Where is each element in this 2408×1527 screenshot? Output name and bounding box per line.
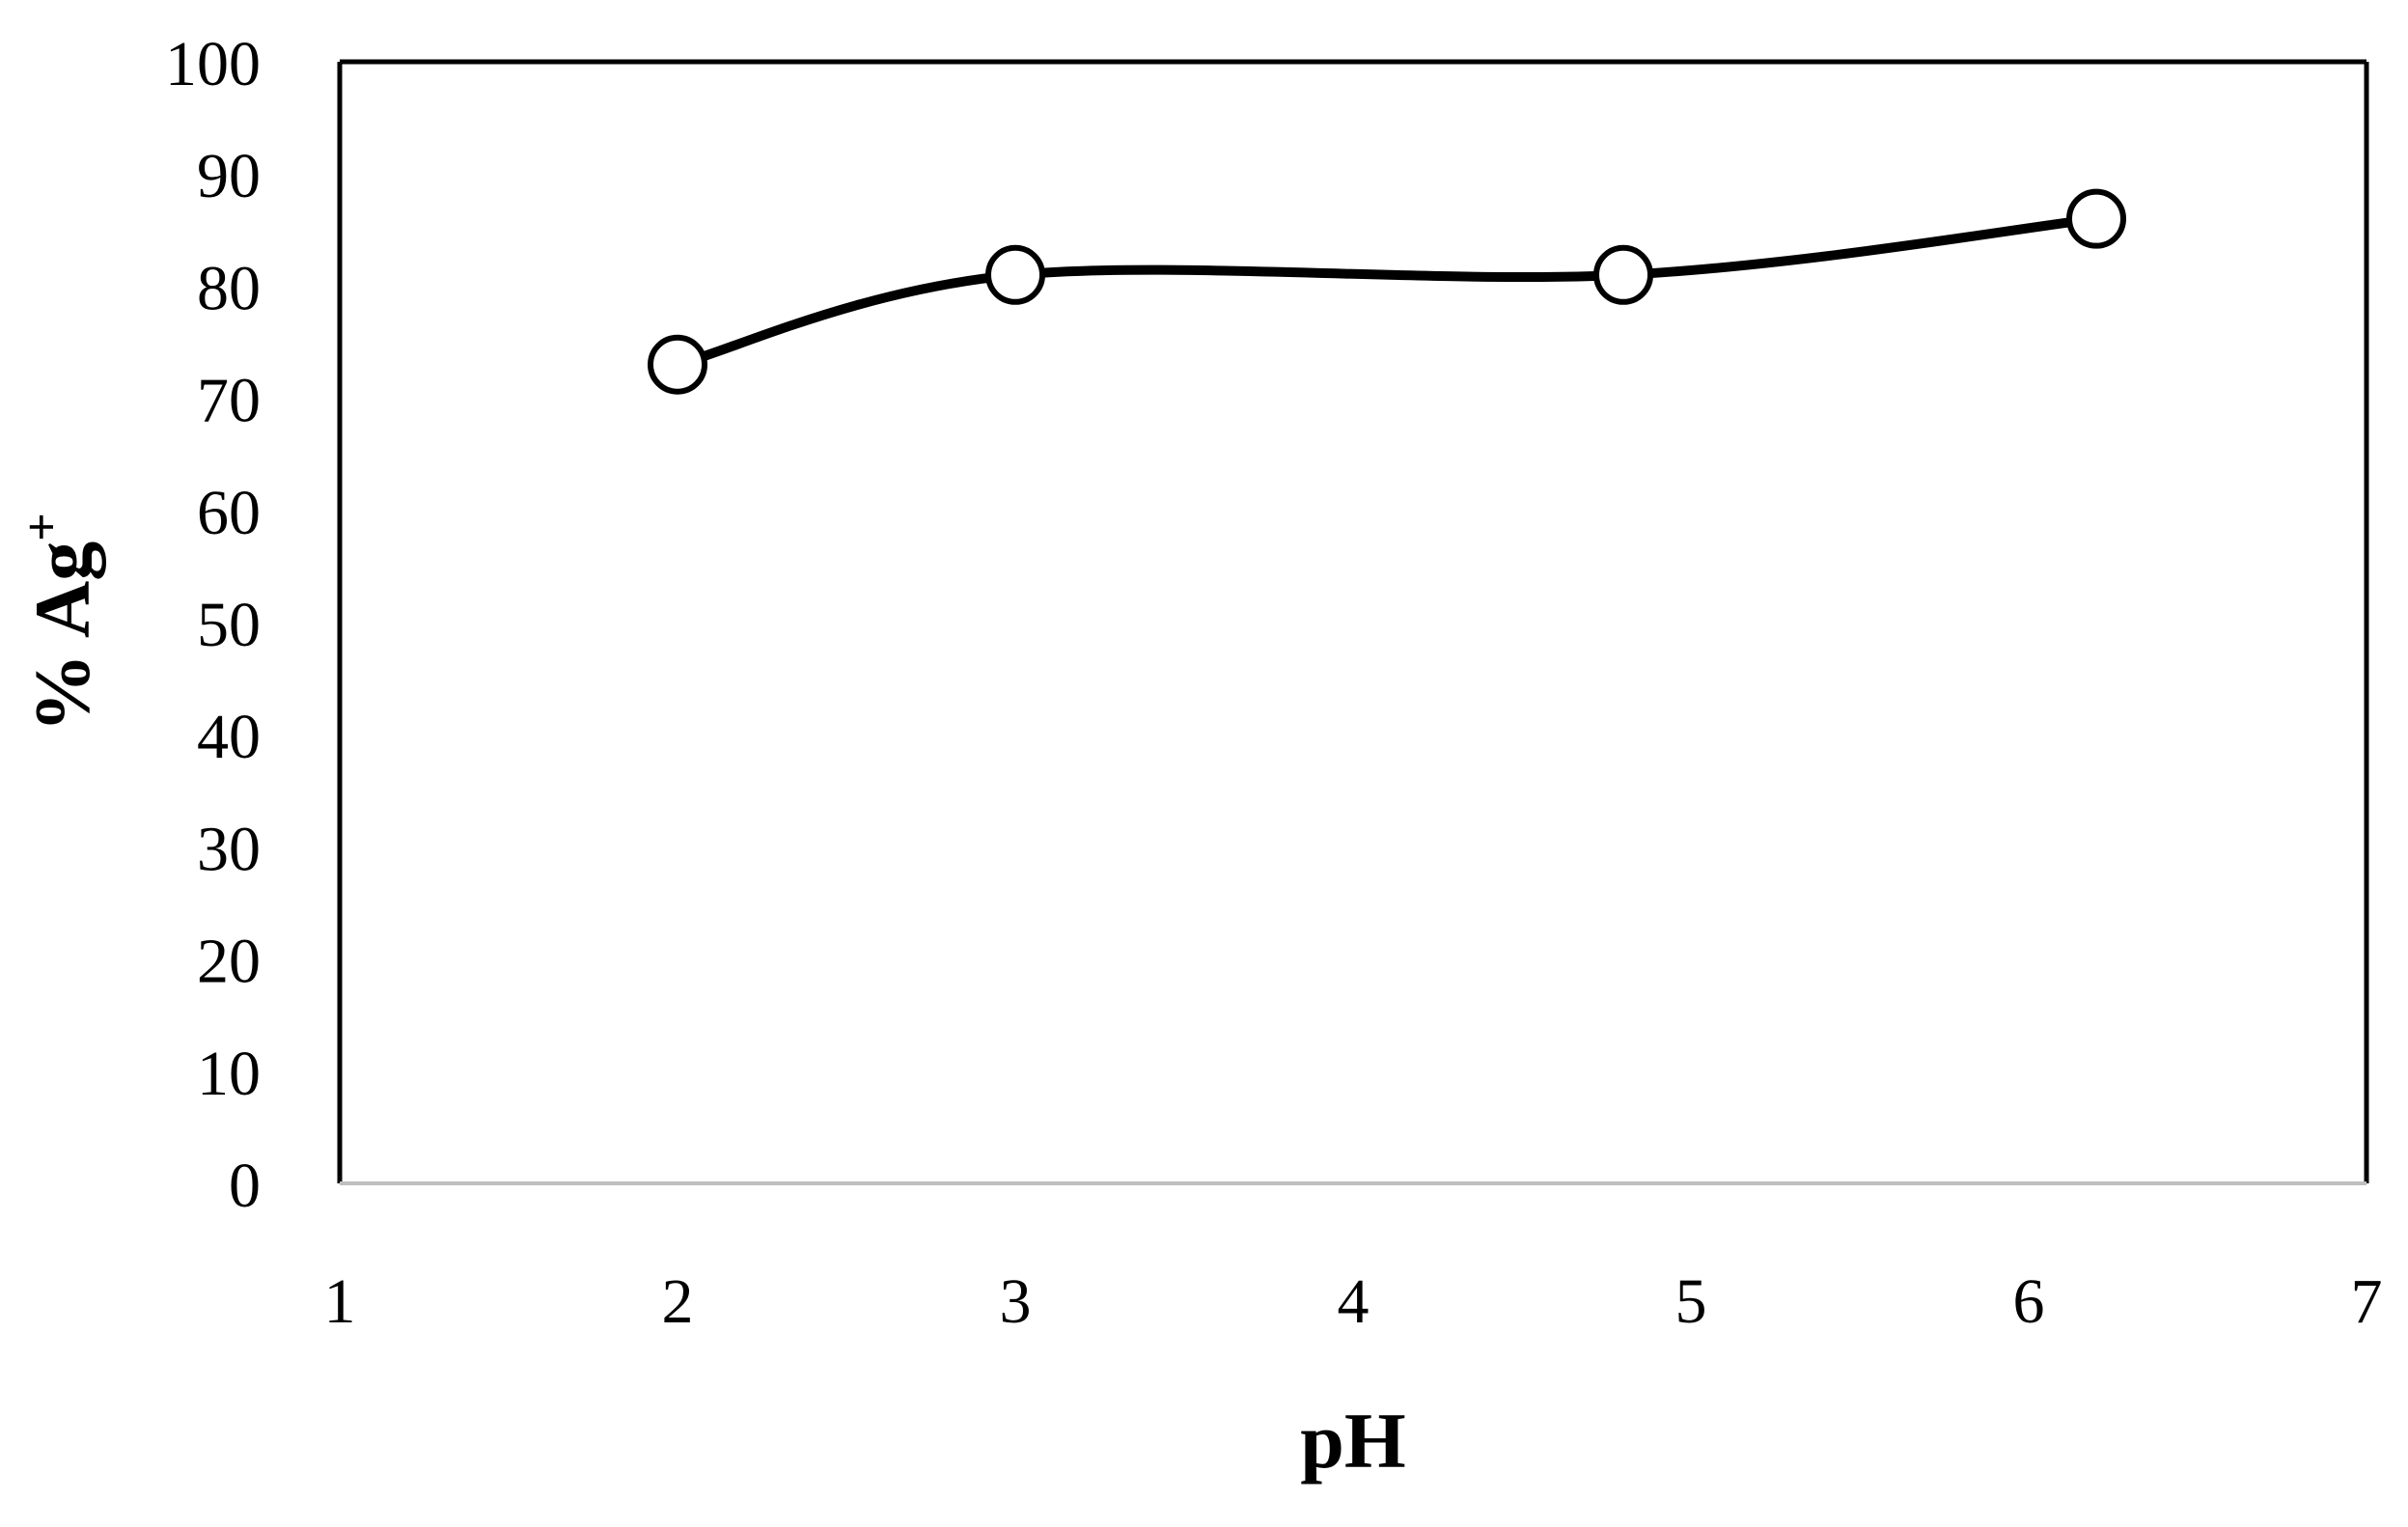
data-point bbox=[1593, 244, 1653, 305]
x-axis-title: pH bbox=[1300, 1397, 1405, 1485]
y-tick-label: 80 bbox=[197, 253, 261, 323]
y-tick-label: 50 bbox=[197, 590, 261, 660]
y-tick-label: 20 bbox=[197, 927, 261, 997]
y-tick-label: 30 bbox=[197, 814, 261, 884]
y-axis-title-superscript: + bbox=[14, 513, 69, 541]
y-axis-ticks: 0 10 20 30 40 50 60 70 80 90 100 bbox=[165, 29, 261, 1221]
series-layer bbox=[648, 188, 2126, 395]
x-tick-label: 6 bbox=[2013, 1266, 2045, 1337]
plot-frame bbox=[337, 59, 2369, 1185]
x-axis-ticks: 1 2 3 4 5 6 7 bbox=[324, 1266, 2383, 1337]
y-tick-label: 40 bbox=[197, 702, 261, 772]
x-tick-label: 3 bbox=[1000, 1266, 1032, 1337]
data-point bbox=[648, 334, 707, 395]
y-tick-label: 10 bbox=[197, 1039, 261, 1109]
x-tick-label: 4 bbox=[1338, 1266, 1370, 1337]
data-point bbox=[2066, 188, 2126, 249]
data-point bbox=[985, 244, 1045, 305]
y-tick-label: 100 bbox=[165, 29, 261, 99]
x-tick-label: 1 bbox=[324, 1266, 356, 1337]
y-tick-label: 70 bbox=[197, 366, 261, 436]
y-tick-label: 60 bbox=[197, 478, 261, 548]
plot-area bbox=[340, 62, 2366, 1183]
y-tick-label: 0 bbox=[229, 1151, 261, 1221]
x-tick-label: 7 bbox=[2351, 1266, 2383, 1337]
y-tick-label: 90 bbox=[197, 141, 261, 211]
y-axis-title: % Ag+ bbox=[14, 513, 106, 733]
x-tick-label: 2 bbox=[662, 1266, 694, 1337]
x-tick-label: 5 bbox=[1675, 1266, 1707, 1337]
y-axis-title-main: % Ag bbox=[18, 541, 106, 733]
series-line bbox=[673, 213, 2101, 370]
